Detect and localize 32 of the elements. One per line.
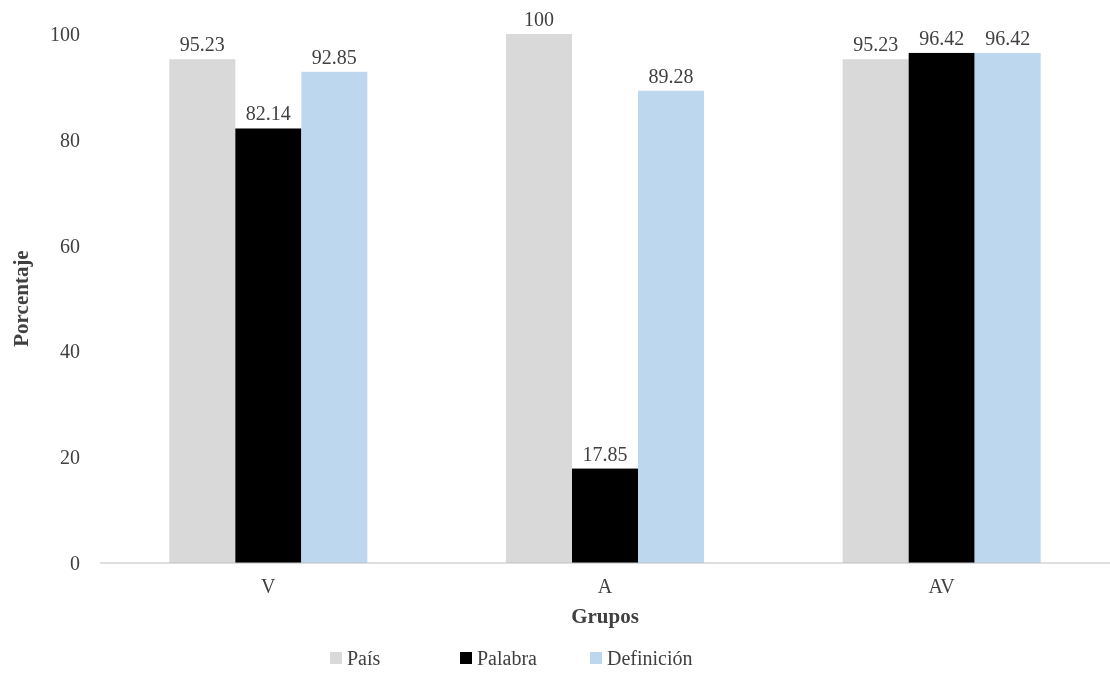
y-tick-label: 20 <box>60 446 80 469</box>
legend-label: Palabra <box>477 647 538 669</box>
bar <box>506 34 572 563</box>
data-label: 17.85 <box>582 442 628 465</box>
data-label: 100 <box>524 8 554 30</box>
x-axis-title: Grupos <box>571 604 639 628</box>
bar <box>908 52 975 563</box>
x-tick-label: AV <box>928 575 956 597</box>
bar <box>974 52 1041 563</box>
legend-label: Definición <box>607 647 693 669</box>
y-tick-label: 60 <box>60 234 80 257</box>
data-label: 92.85 <box>311 45 357 68</box>
x-tick-label: A <box>597 575 613 597</box>
bar <box>638 90 704 563</box>
y-tick-label: 80 <box>60 128 80 151</box>
data-label: 89.28 <box>648 64 694 87</box>
data-label: 96.42 <box>919 26 965 49</box>
y-tick-label: 0 <box>70 552 80 574</box>
bar <box>842 59 909 563</box>
bar <box>235 128 302 563</box>
y-axis-title: Porcentaje <box>9 250 33 347</box>
y-tick-label: 40 <box>60 340 80 363</box>
data-label: 96.42 <box>985 26 1031 49</box>
bar <box>169 59 236 563</box>
x-tick-label: V <box>261 575 277 597</box>
legend-label: País <box>347 647 381 669</box>
data-label: 82.14 <box>245 102 291 125</box>
y-tick-label: 100 <box>50 23 80 45</box>
data-label: 95.23 <box>179 33 225 56</box>
bar <box>301 71 368 563</box>
bar <box>572 468 638 563</box>
data-label: 95.23 <box>853 33 899 56</box>
